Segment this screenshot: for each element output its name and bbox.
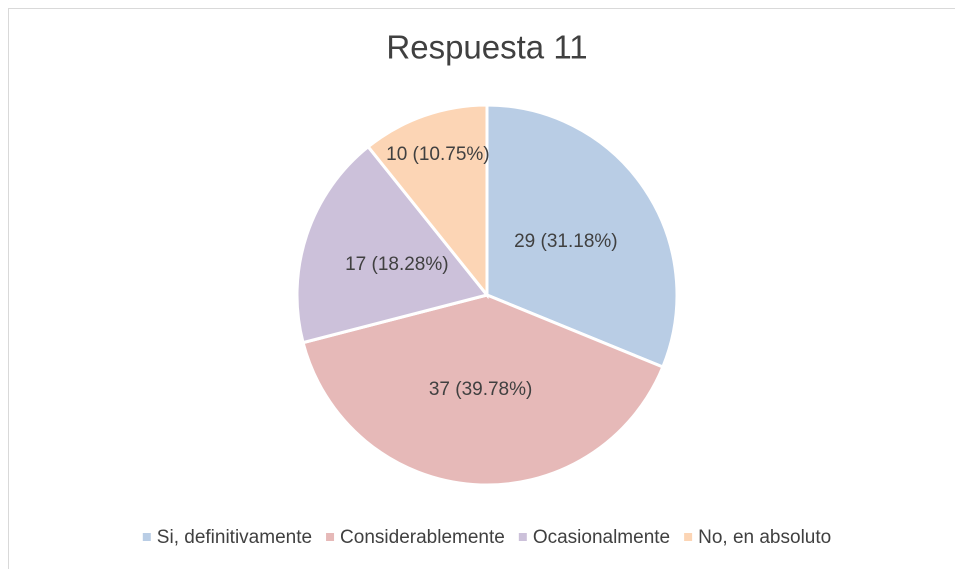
legend-label: Si, definitivamente [157, 527, 312, 548]
pie-slice [366, 103, 489, 300]
data-label: 10 (10.75%) [386, 144, 490, 165]
pie-slice [295, 144, 490, 345]
legend-marker [518, 533, 527, 541]
legend-marker [684, 533, 693, 541]
pie-slice [301, 293, 665, 487]
pie-slice [485, 103, 679, 369]
data-label: 17 (18.28%) [345, 254, 449, 275]
legend-label: Considerablemente [340, 527, 505, 548]
chart-title: Respuesta 11 [386, 29, 587, 66]
legend-label: Ocasionalmente [533, 527, 670, 548]
legend-marker [326, 533, 335, 541]
data-label: 29 (31.18%) [514, 231, 618, 252]
legend-marker [142, 533, 151, 541]
data-label: 37 (39.78%) [429, 379, 533, 400]
legend-label: No, en absoluto [698, 527, 831, 548]
